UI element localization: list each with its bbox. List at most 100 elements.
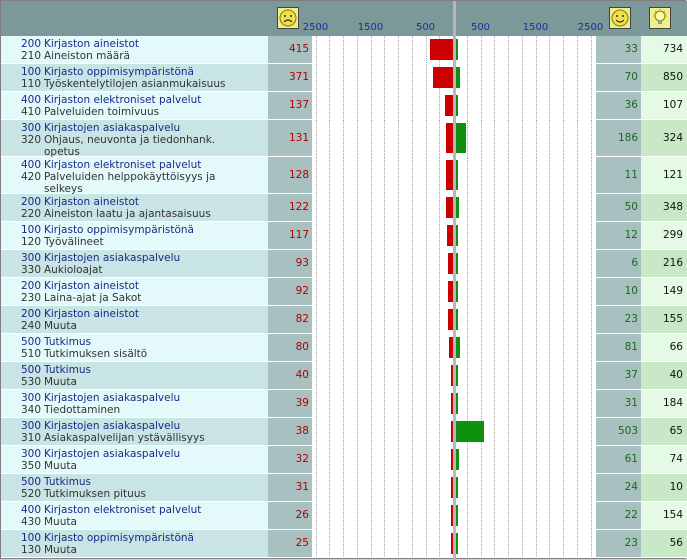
subcategory-name: Muuta [44, 544, 77, 556]
gridline [398, 530, 399, 557]
positive-bar [456, 281, 458, 302]
gridline [466, 120, 468, 156]
gridline [480, 194, 482, 221]
gridline [535, 334, 537, 361]
category-name: Tutkimus [44, 364, 91, 376]
category-name: Kirjasto oppimisympäristönä [44, 66, 194, 78]
gridline [411, 222, 413, 249]
category-name: Kirjaston aineistot [44, 196, 139, 208]
gridline [343, 474, 344, 501]
category-name: Kirjaston elektroniset palvelut [44, 159, 202, 171]
gridline [535, 36, 537, 63]
negative-count: 371 [288, 71, 309, 83]
table-row: 200 Kirjaston aineistot 220 Aineiston laatu… [1, 194, 687, 222]
positive-bar [456, 533, 458, 554]
gridline [356, 530, 358, 557]
gridline [563, 64, 564, 91]
positive-bar [456, 477, 458, 498]
gridline [494, 418, 496, 445]
total-count: 348 [662, 201, 683, 213]
positive-count: 22 [624, 509, 638, 521]
gridline [576, 362, 578, 389]
negative-count: 128 [288, 168, 309, 181]
table-row: 500 Tutkimus 510 Tutkimuksen sisältö 80 81 66 [1, 334, 687, 362]
gridline [508, 157, 509, 193]
gridline [439, 502, 441, 529]
gridline [494, 250, 496, 277]
negative-count: 31 [295, 481, 309, 493]
positive-bar [456, 39, 458, 60]
gridline [480, 250, 482, 277]
table-row: 300 Kirjastojen asiakaspalvelu 340 Tiedotta… [1, 390, 687, 418]
positive-bar [456, 393, 458, 414]
gridline [384, 418, 386, 445]
gridline [329, 306, 331, 333]
gridline [521, 474, 523, 501]
subcategory-name: Muuta [44, 460, 77, 472]
gridline [343, 502, 344, 529]
negative-bar [446, 197, 453, 218]
subcategory-code: 350 [20, 460, 41, 472]
gridline [563, 362, 564, 389]
category-code: 100 [20, 532, 41, 544]
gridline [480, 530, 482, 557]
gridline [480, 278, 482, 305]
gridline [563, 390, 564, 417]
positive-bar [456, 309, 458, 330]
gridline [398, 64, 399, 91]
gridline [356, 446, 358, 473]
gridline [315, 194, 317, 221]
gridline [384, 36, 386, 63]
gridline [425, 64, 427, 91]
total-count: 107 [662, 99, 683, 111]
gridline [425, 390, 427, 417]
table-row: 100 Kirjasto oppimisympäristönä 130 Muuta 25… [1, 530, 687, 558]
gridline [370, 334, 372, 361]
gridline [508, 530, 509, 557]
subcategory-name: Aineiston määrä [44, 50, 130, 62]
subcategory-code: 320 [20, 134, 41, 146]
gridline [480, 446, 482, 473]
gridline [521, 390, 523, 417]
gridline [384, 306, 386, 333]
gridline [343, 222, 344, 249]
positive-count: 6 [631, 257, 638, 269]
gridline [480, 36, 482, 63]
gridline [494, 306, 496, 333]
gridline [329, 222, 331, 249]
gridline [439, 194, 441, 221]
subcategory-name: Tiedottaminen [44, 404, 121, 416]
gridline [384, 92, 386, 119]
negative-count: 38 [295, 425, 309, 437]
gridline [563, 36, 564, 63]
axis-tick-label: 1500 [522, 22, 549, 33]
plot-area [312, 120, 596, 156]
gridline [563, 474, 564, 501]
gridline [398, 92, 399, 119]
gridline [425, 446, 427, 473]
gridline [590, 36, 592, 63]
category-name: Kirjaston elektroniset palvelut [44, 504, 202, 516]
gridline [398, 390, 399, 417]
category-name: Kirjasto oppimisympäristönä [44, 224, 194, 236]
gridline [439, 250, 441, 277]
category-name: Kirjastojen asiakaspalvelu [44, 420, 181, 432]
gridline [370, 120, 372, 156]
gridline [370, 157, 372, 193]
total-count: 154 [662, 509, 683, 521]
gridline [329, 92, 331, 119]
gridline [384, 157, 386, 193]
gridline [535, 390, 537, 417]
positive-count: 186 [617, 131, 638, 144]
gridline [384, 446, 386, 473]
positive-count: 11 [624, 168, 638, 181]
positive-count: 23 [624, 537, 638, 549]
gridline [535, 250, 537, 277]
row-label: 300 Kirjastojen asiakaspalvelu 320 Ohjaus, … [1, 120, 268, 158]
gridline [411, 474, 413, 501]
gridline [521, 418, 523, 445]
positive-count: 61 [624, 453, 638, 465]
gridline [315, 278, 317, 305]
gridline [425, 334, 427, 361]
